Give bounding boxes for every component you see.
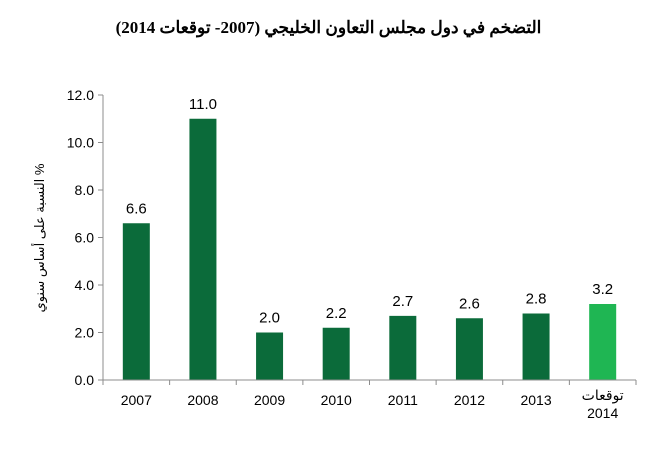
chart-title: التضخم في دول مجلس التعاون الخليجي (2007…: [115, 18, 542, 37]
data-label: 2.8: [526, 291, 547, 308]
y-tick-label: 4.0: [75, 277, 95, 293]
x-category-label: 2008: [187, 392, 218, 408]
data-label: 11.0: [189, 96, 217, 113]
data-label: 2.7: [392, 293, 413, 310]
bars: [122, 118, 617, 380]
data-labels: 6.6 11.0 2.0 2.2 2.7 2.6 2.8 3.2: [126, 96, 613, 327]
bar: [389, 315, 417, 380]
x-category-label: توقعات 2014: [582, 387, 624, 421]
axes: [102, 95, 637, 385]
data-label: 6.6: [126, 200, 147, 217]
x-category-label: 2009: [254, 392, 285, 408]
y-tick-label: 2.0: [75, 325, 95, 341]
data-label: 2.6: [459, 295, 480, 312]
bar: [455, 318, 483, 380]
x-category-label: 2013: [520, 392, 551, 408]
bar: [122, 223, 150, 380]
bar: [256, 332, 284, 380]
x-category-label: 2012: [454, 392, 485, 408]
y-tick-label: 0.0: [75, 372, 95, 388]
y-axis-title-group: % النسبة على أساس سنوي: [31, 163, 48, 312]
data-label: 3.2: [592, 281, 613, 298]
y-ticks: 0.0 2.0 4.0 6.0 8.0 10.0 12.0: [67, 87, 103, 388]
x-category-label: 2011: [388, 392, 418, 408]
x-category-labels: 2007 2008 2009 2010 2011 2012 2013 توقعات 2014: [121, 387, 624, 421]
x-category-label: 2010: [321, 392, 352, 408]
y-tick-label: 12.0: [67, 87, 94, 103]
y-tick-label: 6.0: [75, 230, 95, 246]
bar: [189, 118, 217, 380]
y-axis-title: % النسبة على أساس سنوي: [31, 163, 48, 312]
x-category-label: 2007: [121, 392, 152, 408]
bar: [322, 327, 350, 380]
data-label: 2.0: [259, 310, 280, 327]
y-tick-label: 10.0: [67, 135, 94, 151]
data-label: 2.2: [326, 305, 347, 322]
bar: [589, 304, 617, 380]
y-tick-label: 8.0: [75, 182, 95, 198]
bar: [522, 313, 550, 380]
